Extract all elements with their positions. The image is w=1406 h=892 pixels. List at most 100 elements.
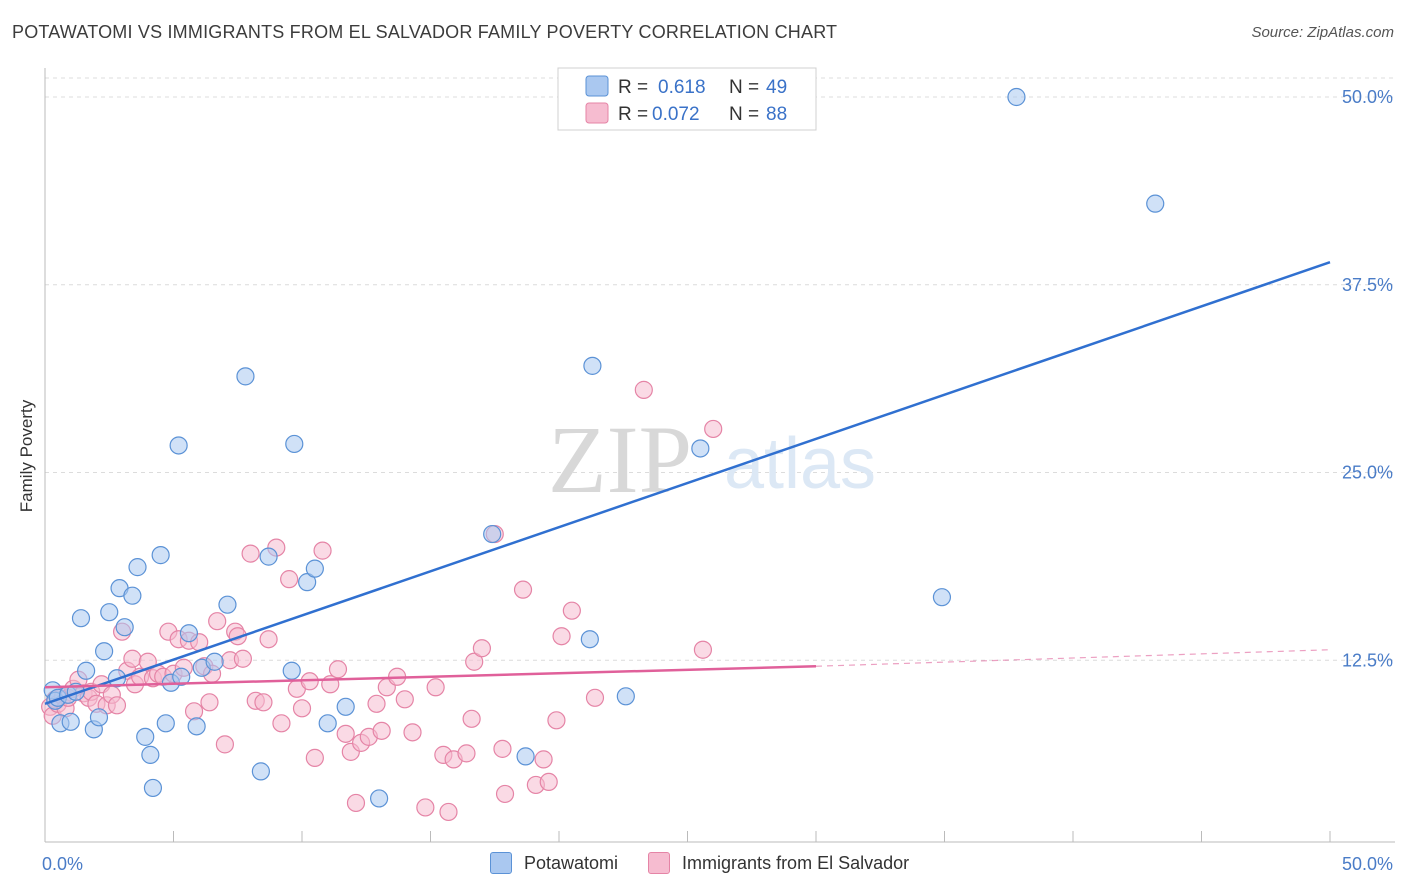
- y-tick-label: 12.5%: [1342, 650, 1393, 670]
- potawatomi-point: [483, 524, 502, 544]
- el-salvador-point: [280, 570, 299, 589]
- potawatomi-point: [236, 367, 255, 386]
- el-salvador-point: [547, 711, 566, 730]
- trend-layer: [44, 261, 1331, 705]
- legend-item-potawatomi: Potawatomi: [490, 852, 618, 874]
- el-salvador-point: [495, 784, 515, 804]
- el-salvador-point: [305, 748, 324, 767]
- el-salvador-point: [346, 793, 366, 813]
- potawatomi-point: [251, 762, 270, 781]
- potawatomi-point: [932, 588, 952, 607]
- potawatomi-point: [282, 661, 301, 680]
- el-salvador-point: [534, 750, 553, 769]
- el-salvador-point: [208, 612, 227, 631]
- potawatomi-point: [205, 652, 224, 671]
- el-salvador-point: [336, 724, 355, 743]
- el-salvador-point: [367, 694, 386, 713]
- y-tick-label: 50.0%: [1342, 87, 1393, 107]
- legend-n-value-1: 49: [766, 77, 787, 98]
- el-salvador-point: [585, 688, 605, 707]
- legend-label-el-salvador: Immigrants from El Salvador: [682, 852, 910, 873]
- el-salvador-point: [228, 627, 247, 646]
- potawatomi-point: [259, 547, 278, 566]
- legend-r-value-1: 0.618: [658, 77, 706, 98]
- el-salvador-point: [704, 419, 723, 439]
- el-salvador-point: [233, 649, 252, 668]
- potawatomi-point: [71, 609, 91, 628]
- legend-n-label-1: N =: [729, 77, 759, 98]
- potawatomi-point: [583, 356, 602, 375]
- y-axis-label: Family Poverty: [17, 399, 36, 513]
- potawatomi-point: [691, 439, 710, 458]
- el-salvador-trendline-extension: [815, 649, 1331, 667]
- el-salvador-point: [693, 640, 713, 659]
- potawatomi-point: [172, 667, 191, 686]
- legend-swatch-el-salvador: [585, 102, 609, 124]
- el-salvador-point: [457, 744, 476, 763]
- potawatomi-point: [580, 630, 599, 649]
- potawatomi-point: [141, 745, 160, 764]
- el-salvador-point: [403, 723, 422, 742]
- legend-n-value-2: 88: [766, 104, 787, 125]
- potawatomi-point: [100, 603, 119, 622]
- potawatomi-point: [95, 642, 114, 661]
- potawatomi-point: [143, 778, 163, 798]
- legend-item-el-salvador: Immigrants from El Salvador: [648, 852, 909, 874]
- potawatomi-point: [123, 586, 142, 605]
- potawatomi-point: [115, 618, 134, 637]
- el-salvador-point: [123, 649, 142, 668]
- potawatomi-point: [336, 697, 355, 716]
- potawatomi-point: [89, 708, 109, 727]
- el-salvador-point: [372, 721, 391, 740]
- el-salvador-point: [539, 772, 558, 792]
- el-salvador-point: [462, 709, 481, 728]
- potawatomi-point: [370, 789, 389, 808]
- potawatomi-point: [318, 714, 337, 733]
- potawatomi-point: [187, 717, 206, 736]
- potawatomi-point: [516, 747, 535, 766]
- el-salvador-point: [184, 702, 204, 721]
- x-tick-label: 0.0%: [42, 854, 83, 874]
- el-salvador-point: [634, 380, 653, 399]
- el-salvador-point: [254, 693, 273, 712]
- el-salvador-trendline: [44, 665, 817, 689]
- chart-title: POTAWATOMI VS IMMIGRANTS FROM EL SALVADO…: [12, 22, 838, 42]
- x-tick-label: 50.0%: [1342, 854, 1393, 874]
- el-salvador-point: [493, 739, 512, 758]
- potawatomi-point: [169, 436, 188, 455]
- potawatomi-point: [179, 624, 199, 643]
- potawatomi-point: [1007, 87, 1026, 107]
- el-salvador-point: [107, 696, 127, 715]
- potawatomi-point: [298, 573, 317, 592]
- el-salvador-point: [395, 690, 414, 709]
- potawatomi-point: [616, 687, 635, 706]
- el-salvador-point: [313, 541, 332, 560]
- el-salvador-point: [552, 627, 571, 646]
- potawatomi-trendline: [44, 261, 1331, 705]
- el-salvador-point: [513, 580, 533, 599]
- el-salvador-point: [292, 699, 312, 718]
- el-salvador-point: [200, 693, 219, 712]
- potawatomi-point: [136, 727, 155, 746]
- axes-layer: [44, 68, 1395, 843]
- el-salvador-point: [328, 660, 348, 679]
- points-layer: [41, 87, 1165, 822]
- legend-bottom-swatch-el-salvador: [648, 852, 671, 874]
- el-salvador-point: [439, 802, 458, 822]
- potawatomi-point: [61, 712, 80, 731]
- legend-n-label-2: N =: [729, 104, 759, 125]
- potawatomi-point: [128, 558, 147, 577]
- el-salvador-point: [259, 630, 278, 649]
- y-tick-label: 37.5%: [1342, 275, 1393, 295]
- source-credit: Source: ZipAtlas.com: [1251, 24, 1394, 41]
- watermark-zip: ZIP: [548, 406, 692, 513]
- potawatomi-point: [77, 661, 96, 680]
- tick-labels: 12.5% 25.0% 37.5% 50.0% 0.0% 50.0%: [42, 87, 1393, 874]
- el-salvador-point: [472, 639, 491, 658]
- el-salvador-point: [562, 601, 581, 620]
- potawatomi-point: [156, 714, 175, 733]
- watermark-atlas: atlas: [724, 424, 876, 504]
- el-salvador-point: [416, 798, 435, 817]
- legend-r-value-2: 0.072: [652, 104, 700, 125]
- legend-r-label-1: R =: [618, 77, 648, 98]
